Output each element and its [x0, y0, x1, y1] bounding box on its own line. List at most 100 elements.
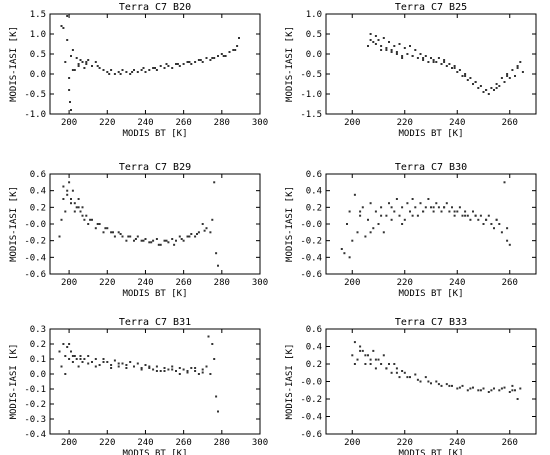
data-point — [435, 202, 438, 205]
data-point — [506, 239, 509, 242]
data-point — [398, 376, 401, 379]
y-tick-label: 0.4 — [30, 187, 46, 197]
data-point — [196, 233, 198, 235]
data-point — [163, 239, 166, 242]
data-point — [102, 358, 105, 360]
x-tick-label: 200 — [61, 118, 77, 128]
data-point — [77, 206, 80, 209]
chart-title-1: Terra C7 B20 — [119, 2, 191, 13]
data-point — [453, 210, 456, 213]
x-tick-label: 300 — [252, 278, 268, 288]
data-point — [414, 373, 417, 376]
data-point — [64, 355, 67, 357]
x-tick-label: 280 — [214, 118, 230, 128]
data-point — [516, 65, 519, 67]
data-point — [427, 198, 430, 200]
data-point — [197, 231, 200, 234]
data-point — [416, 378, 419, 381]
data-point — [83, 67, 86, 69]
data-point — [498, 85, 501, 87]
data-point — [79, 355, 82, 357]
data-point — [343, 252, 346, 255]
data-point — [163, 67, 166, 69]
data-point — [369, 202, 372, 205]
data-point — [64, 210, 67, 213]
data-point — [380, 49, 383, 51]
data-point — [419, 380, 422, 383]
data-point — [414, 49, 417, 51]
data-point — [222, 55, 225, 57]
data-point — [353, 193, 356, 196]
data-point — [228, 51, 231, 53]
data-point — [171, 365, 174, 368]
x-tick-label: 220 — [397, 438, 413, 448]
data-point — [199, 59, 202, 61]
data-point — [77, 365, 80, 368]
data-point — [171, 67, 174, 69]
data-point — [361, 349, 364, 352]
data-point — [356, 358, 359, 361]
data-point — [182, 63, 185, 65]
data-point — [477, 218, 480, 221]
data-point — [71, 189, 74, 192]
data-point — [66, 346, 69, 348]
data-point — [77, 65, 80, 67]
data-point — [427, 380, 430, 383]
data-point — [186, 371, 189, 374]
y-axis-label-6: MODIS-IASI [K] — [285, 344, 295, 420]
data-point — [75, 57, 78, 59]
data-point — [69, 101, 71, 103]
data-point — [445, 202, 448, 205]
x-tick-label: 200 — [344, 118, 360, 128]
y-tick-label: 0.2 — [30, 203, 46, 213]
data-point — [188, 235, 191, 238]
y-tick-label: -1.5 — [300, 110, 322, 120]
data-point — [359, 210, 362, 213]
data-point — [369, 33, 372, 35]
data-point — [409, 45, 411, 47]
data-point — [469, 387, 472, 390]
data-point — [374, 367, 377, 370]
data-point — [121, 235, 124, 238]
data-point — [182, 368, 185, 371]
data-point — [514, 389, 516, 392]
chart-title-5: Terra C7 B31 — [119, 317, 191, 328]
data-point — [364, 363, 367, 365]
data-point — [508, 243, 511, 246]
data-point — [194, 367, 197, 369]
data-point — [424, 376, 427, 379]
data-point — [98, 364, 101, 366]
data-point — [186, 370, 189, 372]
data-point — [96, 223, 99, 225]
data-point — [148, 367, 151, 369]
data-point — [401, 57, 404, 59]
y-tick-label: 0.3 — [30, 325, 46, 335]
data-point — [395, 198, 398, 200]
data-point — [117, 71, 120, 73]
data-point — [500, 387, 503, 390]
data-point — [205, 57, 208, 59]
data-point — [155, 365, 158, 368]
x-tick-label: 220 — [99, 438, 115, 448]
data-point — [390, 218, 393, 221]
y-tick-label: 0.5 — [30, 50, 46, 60]
data-point — [234, 49, 237, 51]
data-point — [466, 389, 469, 392]
data-point — [148, 241, 151, 244]
chart-title-4: Terra C7 B30 — [395, 162, 467, 173]
data-point — [437, 57, 440, 59]
data-point — [238, 37, 240, 39]
plot-frame-1 — [49, 13, 261, 115]
data-point — [148, 365, 151, 368]
data-point — [87, 223, 90, 225]
data-point — [213, 57, 216, 59]
data-point — [205, 365, 208, 368]
data-point — [511, 69, 514, 71]
data-point — [68, 181, 71, 184]
data-point — [424, 206, 427, 209]
data-point — [506, 75, 509, 77]
data-point — [377, 223, 380, 225]
data-point — [119, 233, 122, 235]
data-point — [81, 61, 84, 63]
data-point — [469, 77, 472, 79]
